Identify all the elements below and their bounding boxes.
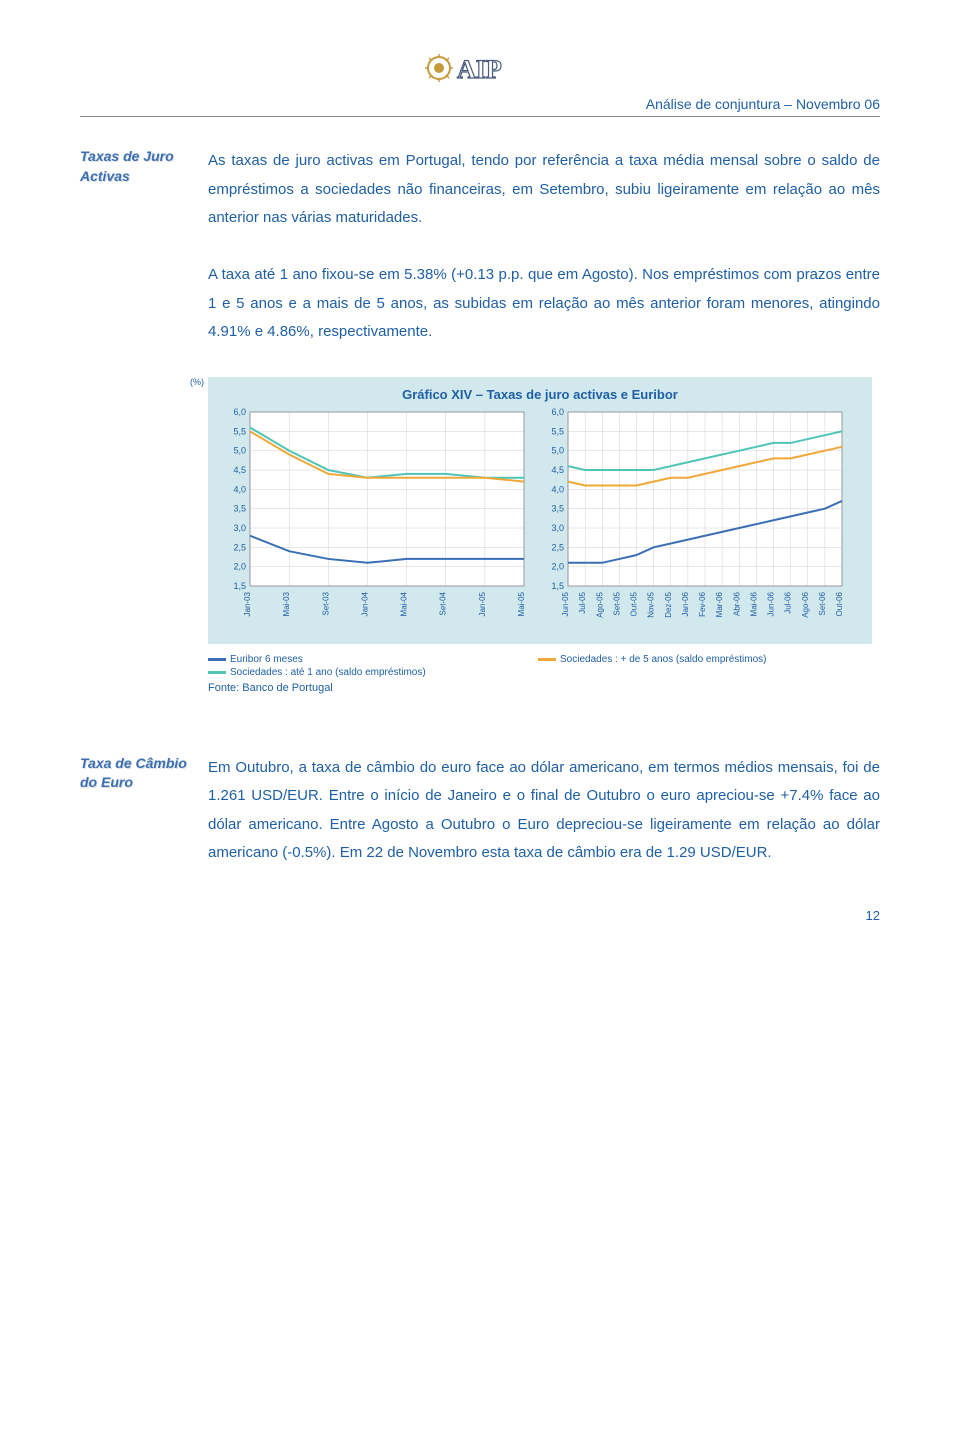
chart-legend: Euribor 6 meses Sociedades : até 1 ano (… xyxy=(208,654,880,678)
svg-text:Jul-05: Jul-05 xyxy=(578,591,587,613)
svg-text:Mai-05: Mai-05 xyxy=(517,591,526,616)
svg-text:AIP: AIP xyxy=(457,55,502,84)
legend-swatch-soc1 xyxy=(208,671,226,674)
svg-text:4,0: 4,0 xyxy=(233,484,246,494)
svg-text:6,0: 6,0 xyxy=(551,407,564,417)
chart-source: Fonte: Banco de Portugal xyxy=(208,682,880,694)
legend-swatch-soc5 xyxy=(538,658,556,661)
svg-text:Set-04: Set-04 xyxy=(439,591,448,615)
svg-text:Out-05: Out-05 xyxy=(630,591,639,616)
svg-text:Mar-06: Mar-06 xyxy=(715,591,724,617)
chart-panel-2: 1,5 2,0 2,5 3,0 3,5 4,0 4,5 5,0 5,5 6,0 Jun-05 Jul-… xyxy=(538,406,848,636)
svg-text:Abr-06: Abr-06 xyxy=(732,591,741,616)
chart-panel-1: 1,5 2,0 2,5 3,0 3,5 4,0 4,5 5,0 5,5 6,0 Jan-03 Mai-… xyxy=(220,406,530,636)
svg-text:3,0: 3,0 xyxy=(233,523,246,533)
svg-text:Mai-03: Mai-03 xyxy=(282,591,291,616)
svg-text:6,0: 6,0 xyxy=(233,407,246,417)
svg-text:Dez-05: Dez-05 xyxy=(664,591,673,617)
svg-text:Jun-06: Jun-06 xyxy=(767,591,776,616)
chart-y-axis-label: (%) xyxy=(190,377,204,387)
svg-text:Jul-06: Jul-06 xyxy=(784,591,793,613)
svg-text:Jan-06: Jan-06 xyxy=(681,591,690,616)
page-number: 12 xyxy=(80,908,880,923)
svg-text:Mai-04: Mai-04 xyxy=(400,591,409,616)
section2-body: Em Outubro, a taxa de câmbio do euro fac… xyxy=(208,754,880,868)
svg-text:1,5: 1,5 xyxy=(551,581,564,591)
svg-text:4,5: 4,5 xyxy=(233,465,246,475)
svg-text:5,5: 5,5 xyxy=(551,426,564,436)
svg-text:2,0: 2,0 xyxy=(551,561,564,571)
legend-euribor: Euribor 6 meses xyxy=(230,654,303,665)
svg-text:5,5: 5,5 xyxy=(233,426,246,436)
svg-text:Ago-05: Ago-05 xyxy=(595,591,604,617)
section1-sidebar: Taxas de Juro Activas xyxy=(80,147,190,347)
svg-text:Set-05: Set-05 xyxy=(612,591,621,615)
section1-body: As taxas de juro activas em Portugal, te… xyxy=(208,147,880,347)
svg-text:5,0: 5,0 xyxy=(233,445,246,455)
svg-text:3,5: 3,5 xyxy=(551,503,564,513)
svg-text:Fev-06: Fev-06 xyxy=(698,591,707,616)
svg-text:Mai-06: Mai-06 xyxy=(749,591,758,616)
chart-xiv: (%) Gráfico XIV – Taxas de juro activas … xyxy=(208,377,872,644)
svg-text:5,0: 5,0 xyxy=(551,445,564,455)
svg-text:Ago-06: Ago-06 xyxy=(801,591,810,617)
svg-text:Jan-03: Jan-03 xyxy=(243,591,252,616)
chart-title: Gráfico XIV – Taxas de juro activas e Eu… xyxy=(220,387,860,402)
logo: AIP xyxy=(80,50,880,91)
svg-text:2,5: 2,5 xyxy=(551,542,564,552)
svg-text:Jun-05: Jun-05 xyxy=(561,591,570,616)
svg-text:Jan-04: Jan-04 xyxy=(360,591,369,616)
svg-text:Set-03: Set-03 xyxy=(321,591,330,615)
legend-soc1: Sociedades : até 1 ano (saldo empréstimo… xyxy=(230,667,426,678)
legend-swatch-euribor xyxy=(208,658,226,661)
header-subtitle: Análise de conjuntura – Novembro 06 xyxy=(80,96,880,117)
svg-text:4,5: 4,5 xyxy=(551,465,564,475)
svg-text:2,5: 2,5 xyxy=(233,542,246,552)
svg-text:2,0: 2,0 xyxy=(233,561,246,571)
svg-text:Nov-05: Nov-05 xyxy=(647,591,656,617)
section1-p1: As taxas de juro activas em Portugal, te… xyxy=(208,152,880,226)
svg-text:Set-06: Set-06 xyxy=(818,591,827,615)
section2-sidebar: Taxa de Câmbio do Euro xyxy=(80,754,190,868)
svg-text:1,5: 1,5 xyxy=(233,581,246,591)
legend-soc5: Sociedades : + de 5 anos (saldo emprésti… xyxy=(560,654,767,665)
svg-text:3,0: 3,0 xyxy=(551,523,564,533)
section1-p2: A taxa até 1 ano fixou-se em 5.38% (+0.1… xyxy=(208,266,880,340)
svg-text:Out-06: Out-06 xyxy=(835,591,844,616)
svg-text:Jan-05: Jan-05 xyxy=(478,591,487,616)
svg-text:4,0: 4,0 xyxy=(551,484,564,494)
svg-text:3,5: 3,5 xyxy=(233,503,246,513)
